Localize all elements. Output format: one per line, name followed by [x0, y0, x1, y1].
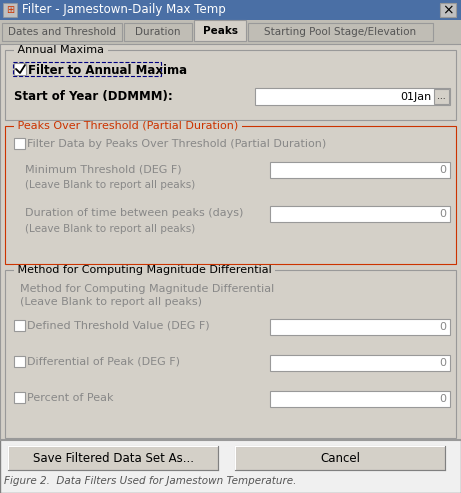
- Text: Start of Year (DDMMM):: Start of Year (DDMMM):: [14, 90, 173, 103]
- Text: (Leave Blank to report all peaks): (Leave Blank to report all peaks): [20, 297, 202, 307]
- Bar: [5, 126, 456, 264]
- Bar: [5, 50, 456, 120]
- Bar: [3, 3, 17, 17]
- Text: 0: 0: [439, 209, 446, 219]
- Bar: [270, 355, 450, 371]
- Text: (Leave Blank to report all peaks): (Leave Blank to report all peaks): [25, 224, 195, 234]
- Bar: [14, 138, 25, 149]
- Text: ⊞: ⊞: [6, 5, 14, 15]
- Text: Filter to Annual Maxima: Filter to Annual Maxima: [28, 64, 187, 77]
- Text: (Leave Blank to report all peaks): (Leave Blank to report all peaks): [25, 180, 195, 190]
- Text: Figure 2.  Data Filters Used for Jamestown Temperature.: Figure 2. Data Filters Used for Jamestow…: [4, 476, 296, 486]
- Text: Defined Threshold Value (DEG F): Defined Threshold Value (DEG F): [27, 321, 210, 331]
- Text: Dates and Threshold: Dates and Threshold: [8, 27, 116, 37]
- Bar: [255, 88, 450, 105]
- Bar: [14, 320, 25, 331]
- Bar: [440, 3, 456, 17]
- Text: Duration of time between peaks (days): Duration of time between peaks (days): [25, 208, 243, 218]
- Text: Percent of Peak: Percent of Peak: [27, 393, 113, 403]
- Text: Differential of Peak (DEG F): Differential of Peak (DEG F): [27, 357, 180, 367]
- Bar: [0, 20, 461, 44]
- Text: 0: 0: [439, 165, 446, 175]
- Bar: [270, 162, 450, 178]
- Bar: [14, 392, 25, 403]
- Bar: [270, 319, 450, 335]
- Text: Annual Maxima: Annual Maxima: [14, 45, 107, 55]
- Text: ...: ...: [437, 92, 446, 101]
- Text: Minimum Threshold (DEG F): Minimum Threshold (DEG F): [25, 164, 182, 174]
- Bar: [13, 62, 161, 76]
- Text: Method for Computing Magnitude Differential: Method for Computing Magnitude Different…: [20, 284, 274, 294]
- Bar: [0, 44, 461, 439]
- Text: Peaks Over Threshold (Partial Duration): Peaks Over Threshold (Partial Duration): [14, 121, 242, 131]
- Bar: [124, 23, 192, 41]
- Bar: [5, 270, 456, 438]
- Text: 0: 0: [439, 322, 446, 332]
- Bar: [0, 0, 461, 20]
- Text: Starting Pool Stage/Elevation: Starting Pool Stage/Elevation: [265, 27, 417, 37]
- Bar: [14, 356, 25, 367]
- Bar: [194, 20, 246, 41]
- Bar: [248, 23, 433, 41]
- Bar: [2, 23, 122, 41]
- Text: Duration: Duration: [135, 27, 181, 37]
- Text: Method for Computing Magnitude Differential: Method for Computing Magnitude Different…: [14, 265, 275, 275]
- Text: Save Filtered Data Set As...: Save Filtered Data Set As...: [32, 452, 194, 464]
- Text: Cancel: Cancel: [320, 452, 360, 464]
- Text: Peaks: Peaks: [202, 26, 237, 35]
- Text: Filter Data by Peaks Over Threshold (Partial Duration): Filter Data by Peaks Over Threshold (Par…: [27, 139, 326, 149]
- Bar: [8, 446, 218, 470]
- Bar: [434, 89, 449, 104]
- Text: ×: ×: [442, 3, 454, 17]
- Bar: [270, 206, 450, 222]
- Text: 0: 0: [439, 394, 446, 404]
- Bar: [270, 391, 450, 407]
- Text: 0: 0: [439, 358, 446, 368]
- Text: Filter - Jamestown-Daily Max Temp: Filter - Jamestown-Daily Max Temp: [22, 3, 226, 16]
- Bar: [235, 446, 445, 470]
- Text: 01Jan: 01Jan: [400, 92, 431, 102]
- Bar: [14, 63, 26, 75]
